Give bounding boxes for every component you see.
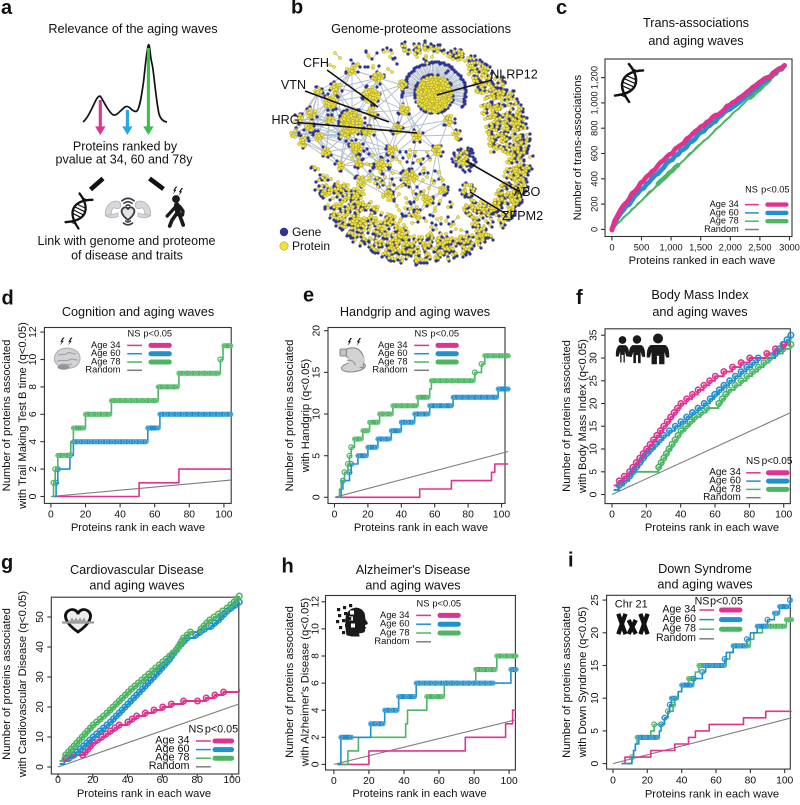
svg-text:Proteins ranked by: Proteins ranked by: [73, 140, 178, 154]
svg-text:Genome-proteome associations: Genome-proteome associations: [331, 22, 511, 36]
svg-text:pvalue at 34, 60 and 78y: pvalue at 34, 60 and 78y: [56, 153, 194, 167]
svg-text:Link with genome and proteome: Link with genome and proteome: [38, 234, 216, 248]
svg-text:b: b: [291, 0, 303, 19]
svg-text:Relevance of the aging waves: Relevance of the aging waves: [48, 22, 217, 36]
svg-text:a: a: [1, 0, 13, 19]
svg-text:of disease and traits: of disease and traits: [71, 249, 183, 263]
